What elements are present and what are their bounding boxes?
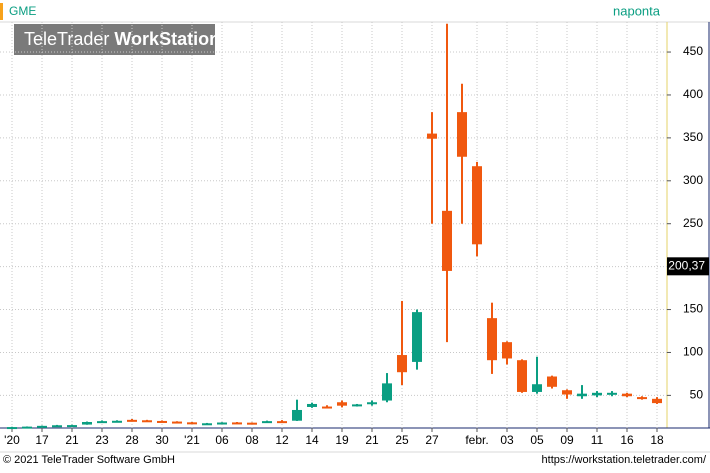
candle-body [577,393,587,397]
y-tick-label: 300 [683,173,703,187]
candle-body [397,355,407,373]
y-tick-label: 400 [683,87,703,101]
x-tick-label: 14 [305,433,319,447]
footer-url: https://workstation.teletrader.com/ [542,454,707,466]
candle-body [562,390,572,395]
candle-body [337,402,347,406]
candle-body [187,422,197,425]
x-tick-label: 08 [245,433,259,447]
candle-body [277,421,287,424]
candle-body [637,397,647,400]
y-tick-label: 250 [683,216,703,230]
y-tick-label: 50 [690,388,704,402]
x-tick-label: 05 [530,433,544,447]
candle-body [607,392,617,395]
y-tick-label: 450 [683,44,703,58]
candle-body [382,383,392,401]
candle-body [97,421,107,424]
candle-body [472,166,482,245]
y-tick-label: 100 [683,345,703,359]
candle-body [7,427,17,430]
candle-body [292,409,302,421]
x-tick-label: 09 [560,433,574,447]
x-tick-label: 16 [620,433,634,447]
x-tick-label: 30 [155,433,169,447]
candle-body [37,425,47,428]
x-tick-label: '21 [184,433,200,447]
candle-body [352,404,362,407]
x-tick-label: 18 [650,433,664,447]
candle-body [622,393,632,397]
x-tick-label: 23 [95,433,109,447]
x-tick-label: 03 [500,433,514,447]
logo: TeleTrader WorkStation [24,29,220,49]
candle-body [127,419,137,422]
x-tick-label: '20 [4,433,20,447]
candle-body [487,318,497,361]
candle-body [217,422,227,425]
candle-body [202,423,212,426]
symbol-marker [0,3,3,20]
candle-body [427,133,437,139]
candle-body [82,421,92,425]
x-tick-label: 19 [335,433,349,447]
x-tick-label: febr. [465,433,488,447]
candle-body [367,402,377,405]
x-tick-label: 06 [215,433,229,447]
candle-body [412,312,422,362]
candle-body [532,384,542,392]
candle-body [262,421,272,424]
candle-body [247,422,257,425]
candle-body [517,360,527,392]
x-tick-label: 27 [425,433,439,447]
candle-body [592,392,602,396]
candle-body [157,420,167,423]
last-price-box [667,257,709,276]
x-tick-label: 17 [35,433,49,447]
logo-brand: TeleTrader [24,29,109,49]
candle-body [142,420,152,423]
candle-body [322,406,332,409]
candle-body [652,398,662,404]
x-tick-label: 28 [125,433,139,447]
candle-body [307,403,317,407]
symbol: GME [9,4,36,18]
y-tick-label: 350 [683,130,703,144]
x-tick-label: 21 [365,433,379,447]
x-tick-label: 21 [65,433,79,447]
candle-body [442,210,452,271]
candle-body [232,422,242,425]
candle-body [67,425,77,428]
period: naponta [613,3,661,18]
x-tick-label: 25 [395,433,409,447]
logo-box [14,24,215,55]
last-price-label: 200,37 [668,258,705,272]
candle-body [172,421,182,424]
y-tick-label: 150 [683,302,703,316]
candle-body [502,342,512,359]
candle-body [457,112,467,157]
x-tick-label: 12 [275,433,289,447]
candle-body [52,425,62,428]
candle-body [547,376,557,387]
copyright: © 2021 TeleTrader Software GmbH [3,454,175,466]
candle-body [112,420,122,423]
x-tick-label: 11 [591,433,604,447]
logo-product: WorkStation [114,29,220,49]
candle-body [22,426,32,429]
